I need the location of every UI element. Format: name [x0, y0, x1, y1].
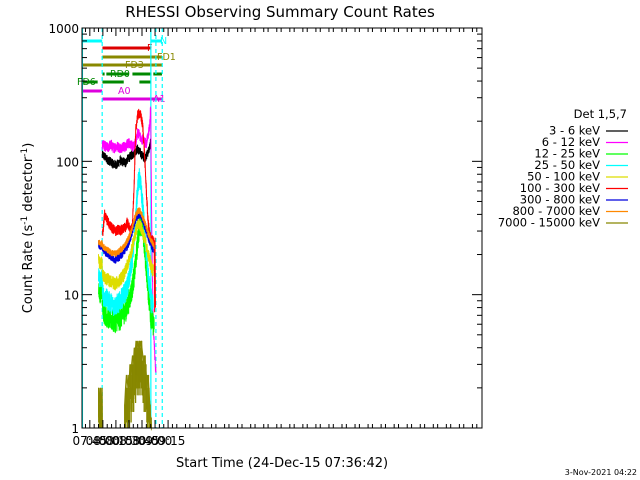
flag-label-fd1: FD1	[157, 52, 176, 63]
legend-label-7000-15000-kev: 7000 - 15000 keV	[498, 216, 600, 230]
series-6-12-kev	[101, 105, 157, 373]
legend-label-100-300-kev: 100 - 300 keV	[520, 181, 600, 195]
series-lines	[98, 105, 157, 431]
y-axis-ticks: 1 10 100 1000	[48, 22, 482, 436]
y-axis-label-sup1: -1	[20, 216, 30, 225]
timestamp: 3-Nov-2021 04:22	[565, 468, 637, 477]
flag-label-f: F	[147, 43, 152, 54]
plot-frame	[81, 27, 483, 429]
legend-label-25-50-kev: 25 - 50 keV	[534, 158, 600, 172]
flag-label-fd6: FD6	[77, 77, 96, 88]
x-tick-label-08-30: 08:30	[112, 434, 147, 448]
series-12-25-kev	[98, 212, 155, 336]
series-800-7000-kev	[98, 207, 155, 257]
y-axis-label: Count Rate (s-1 detector-1)	[20, 143, 36, 314]
flag-label-fd3: FD3	[125, 60, 144, 71]
y-axis-label-end: )	[21, 143, 36, 148]
y-axis-label-main: Count Rate (s	[21, 225, 36, 314]
legend-label-300-800-kev: 300 - 800 keV	[520, 193, 600, 207]
y-tick-label-10: 10	[64, 289, 79, 303]
legend-label-800-7000-kev: 800 - 7000 keV	[512, 204, 600, 218]
x-tick-label-08-15: 08:15	[99, 434, 134, 448]
y-tick-label-1000: 1000	[48, 22, 79, 36]
flag-label-a1: A1	[153, 94, 166, 105]
x-axis-label: Start Time (24-Dec-15 07:36:42)	[176, 456, 388, 471]
series-7000-15000-kev-texture	[98, 340, 152, 431]
y-tick-label-1: 1	[71, 422, 79, 436]
y-axis-label-sup2: -1	[20, 148, 30, 157]
x-tick-label-08-00: 08:00	[86, 434, 121, 448]
x-tick-label-08-45: 08:45	[125, 434, 160, 448]
legend-title: Det 1,5,7	[574, 107, 627, 121]
legend-label-12-25-kev: 12 - 25 keV	[534, 147, 600, 161]
legend-label-50-100-kev: 50 - 100 keV	[527, 170, 600, 184]
flag-label-rd0: RD0	[110, 69, 130, 80]
series-3-6-kev	[101, 138, 152, 170]
flag-label-n: N	[160, 36, 167, 47]
series-100-300-kev	[102, 108, 156, 313]
y-tick-label-100: 100	[56, 155, 79, 169]
y-axis-label-mid: detector	[21, 156, 36, 216]
x-tick-label-09-15: 09:15	[151, 434, 186, 448]
chart-title: RHESSI Observing Summary Count Rates	[125, 3, 435, 21]
x-tick-label-09-00: 09:00	[138, 434, 173, 448]
legend-label-6-12-kev: 6 - 12 keV	[542, 135, 600, 149]
series-50-100-kev	[98, 217, 154, 291]
x-tick-label-07-45: 07:45	[73, 434, 108, 448]
legend-label-3-6-kev: 3 - 6 keV	[549, 124, 600, 138]
flag-label-a0: A0	[118, 86, 131, 97]
